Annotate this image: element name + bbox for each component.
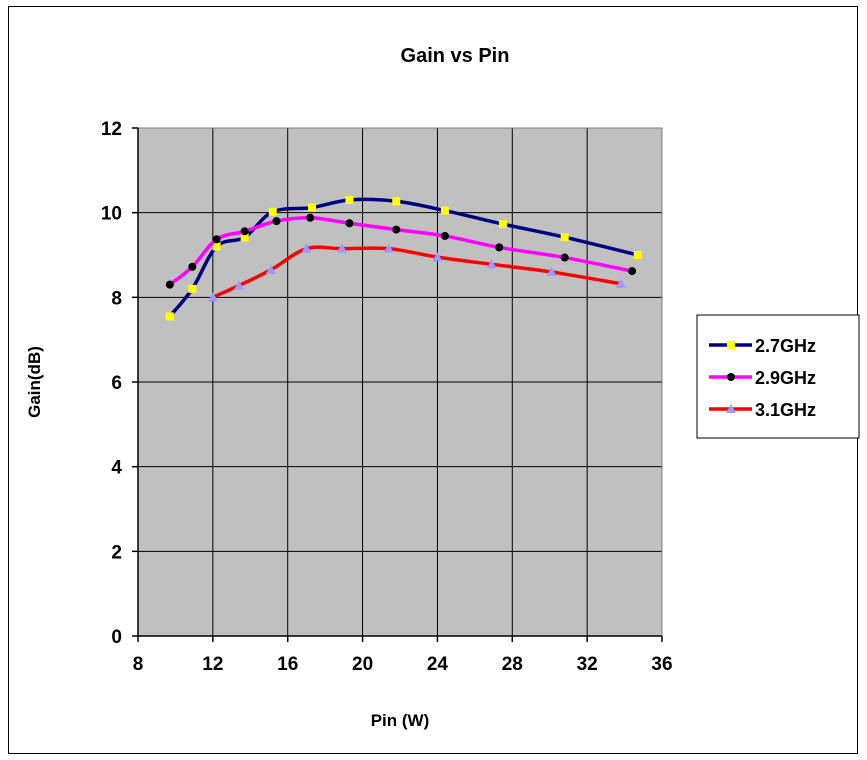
- data-point: [432, 252, 443, 262]
- data-point: [628, 267, 637, 276]
- data-point: [301, 243, 312, 253]
- data-point: [272, 217, 281, 226]
- x-tick-label: 32: [577, 654, 598, 675]
- data-point: [486, 259, 497, 269]
- series-2.9GHz: [165, 213, 637, 289]
- data-point: [336, 243, 347, 253]
- legend-marker: [727, 373, 735, 381]
- data-point: [165, 280, 174, 289]
- y-tick-label: 4: [111, 458, 122, 479]
- data-point: [560, 253, 569, 262]
- data-point: [392, 197, 401, 206]
- y-tick-label: 6: [111, 373, 122, 394]
- data-point: [546, 266, 557, 276]
- data-point: [383, 243, 394, 253]
- legend-label: 3.1GHz: [755, 400, 816, 420]
- data-point: [498, 220, 507, 229]
- x-tick-label: 36: [651, 654, 672, 675]
- chart-title: Gain vs Pin: [401, 45, 510, 67]
- legend-marker: [726, 404, 736, 413]
- data-point: [234, 280, 245, 290]
- legend-label: 2.9GHz: [755, 368, 816, 388]
- y-tick-label: 8: [111, 288, 122, 309]
- data-point: [268, 207, 277, 216]
- x-tick-label: 16: [277, 654, 298, 675]
- data-point: [440, 206, 449, 215]
- data-point: [212, 242, 221, 251]
- data-point: [240, 227, 249, 236]
- data-point: [615, 278, 626, 288]
- data-point: [345, 195, 354, 204]
- data-point: [633, 251, 642, 259]
- x-tick-label: 20: [352, 654, 373, 675]
- legend-item: 3.1GHz: [709, 400, 816, 420]
- data-point: [188, 262, 197, 271]
- series-3.1GHz: [207, 243, 626, 302]
- data-point: [308, 203, 317, 212]
- series-2.7GHz: [165, 195, 642, 321]
- data-point: [165, 312, 174, 321]
- y-tick-label: 12: [101, 119, 122, 140]
- data-point: [392, 225, 401, 234]
- y-tick-label: 10: [101, 204, 122, 225]
- data-point: [240, 233, 249, 242]
- legend-item: 2.7GHz: [709, 336, 816, 356]
- data-point: [560, 233, 569, 242]
- y-axis-label: Gain(dB): [25, 346, 44, 418]
- x-axis-label: Pin (W): [371, 711, 430, 730]
- series-layer: [165, 195, 642, 321]
- x-tick-label: 28: [502, 654, 523, 675]
- legend-item: 2.9GHz: [709, 368, 816, 388]
- x-tick-label: 12: [202, 654, 223, 675]
- data-point: [345, 219, 354, 228]
- x-tick-label: 24: [427, 654, 449, 675]
- data-point: [188, 284, 197, 293]
- data-point: [265, 264, 276, 274]
- data-point: [207, 292, 218, 302]
- series-line: [212, 245, 622, 299]
- data-point: [495, 243, 504, 252]
- x-tick-label: 8: [133, 654, 144, 675]
- legend-marker: [727, 341, 735, 349]
- data-point: [440, 231, 449, 240]
- y-tick-label: 2: [111, 542, 122, 563]
- legend-label: 2.7GHz: [755, 336, 816, 356]
- data-point: [306, 213, 315, 222]
- data-point: [212, 235, 221, 244]
- y-tick-label: 0: [111, 627, 122, 648]
- legend: 2.7GHz 2.9GHz 3.1GHz: [696, 314, 860, 439]
